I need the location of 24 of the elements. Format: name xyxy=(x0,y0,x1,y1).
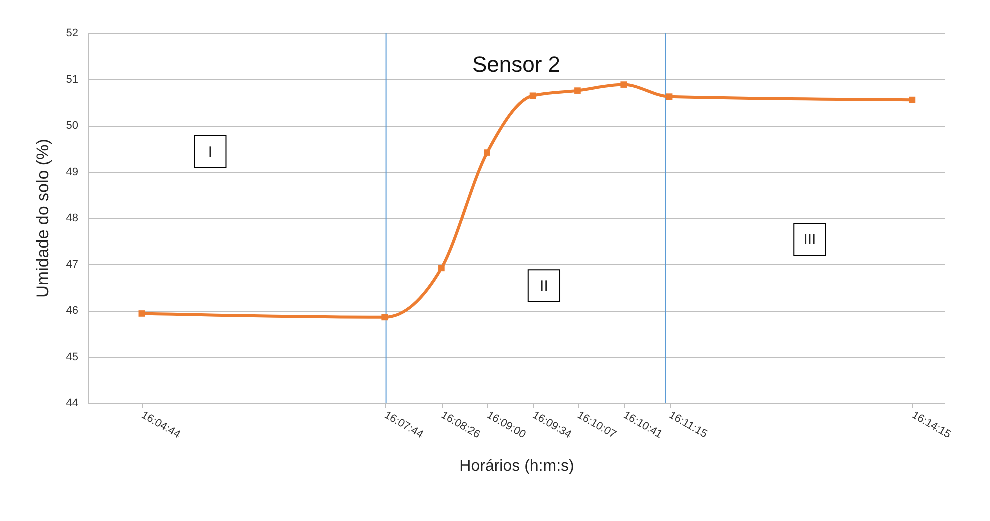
y-tick-label: 46 xyxy=(66,305,78,317)
point xyxy=(530,92,536,100)
y-tick-label: 48 xyxy=(66,212,78,224)
point xyxy=(574,88,581,94)
point xyxy=(666,94,673,100)
point xyxy=(382,314,388,321)
y-tick-label: 49 xyxy=(66,166,78,178)
y-axis-title: Umidade do solo (%) xyxy=(33,139,52,298)
text: Sensor 2 xyxy=(472,52,561,77)
x-axis-title: Horários (h:m:s) xyxy=(460,458,574,476)
point xyxy=(620,82,628,88)
y-tick-label: 44 xyxy=(66,398,78,410)
point xyxy=(438,265,445,272)
annotation: III xyxy=(804,232,816,249)
y-tick-label: 51 xyxy=(66,74,78,86)
point xyxy=(484,150,491,156)
annotation: II xyxy=(540,278,548,295)
point xyxy=(138,310,146,317)
annotation: I xyxy=(208,144,213,161)
point xyxy=(909,96,916,104)
y-tick-label: 50 xyxy=(66,120,78,132)
y-tick-label: 52 xyxy=(66,28,78,40)
y-tick-label: 45 xyxy=(66,351,78,364)
y-tick-label: 47 xyxy=(66,258,78,271)
